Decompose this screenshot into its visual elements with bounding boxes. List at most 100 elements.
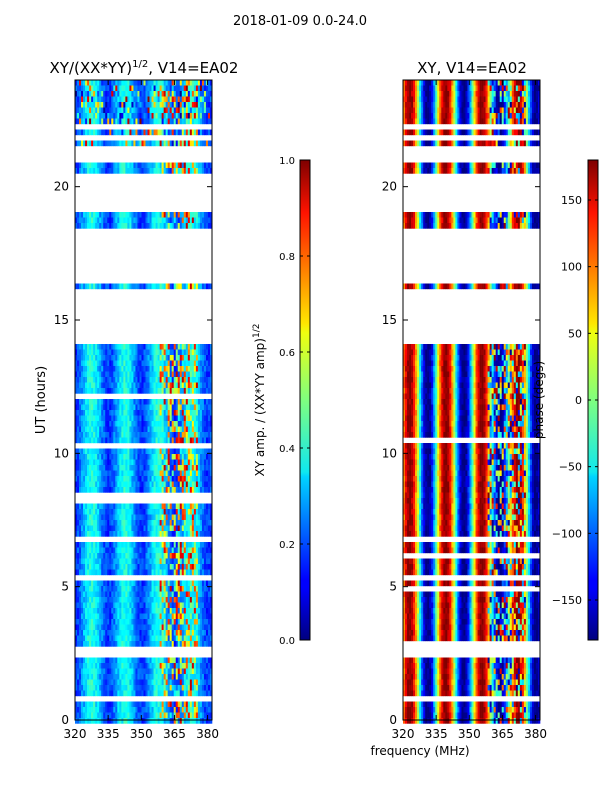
heatmap-cell xyxy=(111,118,114,125)
heatmap-cell xyxy=(83,569,86,576)
heatmap-cell xyxy=(149,118,152,125)
heatmap-cell xyxy=(163,465,166,471)
heatmap-cell xyxy=(191,630,195,636)
heatmap-cell xyxy=(75,520,78,526)
heatmap-cell xyxy=(127,113,130,119)
heatmap-cell xyxy=(99,525,102,532)
heatmap-cell xyxy=(167,102,170,108)
panel-amplitude-title: XY/(XX*YY)1/2, V14=EA02 xyxy=(50,59,239,77)
heatmap-cell xyxy=(199,168,203,174)
heatmap-cell xyxy=(175,91,179,97)
heatmap-cell xyxy=(201,542,205,548)
heatmap-cell xyxy=(175,344,179,350)
heatmap-cell xyxy=(161,641,164,647)
heatmap-cell xyxy=(133,459,136,466)
heatmap-cell xyxy=(175,487,179,493)
heatmap-cell xyxy=(175,448,179,455)
heatmap-cell xyxy=(87,569,90,576)
heatmap-cell xyxy=(81,547,84,554)
heatmap-cell xyxy=(119,102,122,108)
heatmap-cell xyxy=(199,113,203,119)
heatmap-cell xyxy=(123,349,126,356)
heatmap-cell xyxy=(155,399,158,405)
heatmap-cell xyxy=(137,168,140,174)
heatmap-cell xyxy=(149,476,152,482)
heatmap-cell xyxy=(121,569,124,576)
heatmap-cell xyxy=(81,701,84,708)
heatmap-cell xyxy=(163,597,166,603)
heatmap-cell xyxy=(137,597,140,603)
heatmap-cell xyxy=(157,212,160,218)
heatmap-cell xyxy=(157,102,160,108)
heatmap-cell xyxy=(145,437,148,444)
heatmap-cell xyxy=(95,487,98,493)
heatmap-cell xyxy=(205,140,209,147)
heatmap-cell xyxy=(181,602,185,609)
heatmap-cell xyxy=(93,426,96,433)
heatmap-cell xyxy=(99,591,102,598)
heatmap-cell xyxy=(105,608,108,614)
heatmap-cell xyxy=(111,223,114,229)
heatmap-cell xyxy=(179,168,183,174)
heatmap-cell xyxy=(165,85,168,92)
heatmap-cell xyxy=(193,91,197,97)
heatmap-cell xyxy=(79,509,82,515)
heatmap-cell xyxy=(175,674,179,680)
heatmap-cell xyxy=(95,426,98,433)
heatmap-cell xyxy=(195,624,199,631)
heatmap-cell xyxy=(117,569,120,576)
heatmap-cell xyxy=(133,690,136,697)
heatmap-cell xyxy=(175,503,179,510)
heatmap-cell xyxy=(169,520,172,526)
heatmap-cell xyxy=(151,377,154,383)
heatmap-cell xyxy=(139,553,142,559)
heatmap-cell xyxy=(107,564,110,570)
heatmap-cell xyxy=(141,503,144,510)
heatmap-cell xyxy=(157,547,160,554)
heatmap-cell xyxy=(199,382,203,389)
heatmap-cell xyxy=(209,635,213,642)
heatmap-cell xyxy=(103,613,106,620)
heatmap-cell xyxy=(97,102,100,108)
heatmap-cell xyxy=(205,591,209,598)
heatmap-cell xyxy=(147,162,150,169)
heatmap-cell xyxy=(177,558,181,565)
heatmap-cell xyxy=(117,630,120,636)
heatmap-cell xyxy=(83,118,86,125)
heatmap-cell xyxy=(153,107,156,114)
heatmap-cell xyxy=(185,107,189,114)
heatmap-cell xyxy=(117,349,120,356)
heatmap-cell xyxy=(93,432,96,438)
heatmap-cell xyxy=(81,476,84,482)
heatmap-cell xyxy=(121,487,124,493)
heatmap-cell xyxy=(197,635,201,642)
heatmap-cell xyxy=(187,641,191,647)
heatmap-cell xyxy=(97,619,100,625)
heatmap-cell xyxy=(103,503,106,510)
heatmap-cell xyxy=(117,168,120,174)
heatmap-cell xyxy=(165,129,168,136)
heatmap-cell xyxy=(157,668,160,675)
heatmap-cell xyxy=(169,701,172,708)
heatmap-cell xyxy=(119,129,122,136)
heatmap-cell xyxy=(93,580,96,587)
heatmap-cell xyxy=(145,102,148,108)
heatmap-cell xyxy=(149,426,152,433)
heatmap-cell xyxy=(85,674,88,680)
heatmap-cell xyxy=(113,459,116,466)
heatmap-cell xyxy=(179,399,183,405)
heatmap-cell xyxy=(199,481,203,488)
heatmap-cell xyxy=(181,690,185,697)
heatmap-cell xyxy=(81,168,84,174)
heatmap-cell xyxy=(185,212,189,218)
heatmap-cell xyxy=(111,459,114,466)
heatmap-cell xyxy=(87,410,90,416)
heatmap-cell xyxy=(193,613,197,620)
heatmap-cell xyxy=(145,459,148,466)
heatmap-cell xyxy=(113,531,116,537)
heatmap-cell xyxy=(165,217,168,224)
heatmap-cell xyxy=(119,415,122,422)
heatmap-cell xyxy=(93,635,96,642)
heatmap-cell xyxy=(151,520,154,526)
heatmap-cell xyxy=(105,399,108,405)
